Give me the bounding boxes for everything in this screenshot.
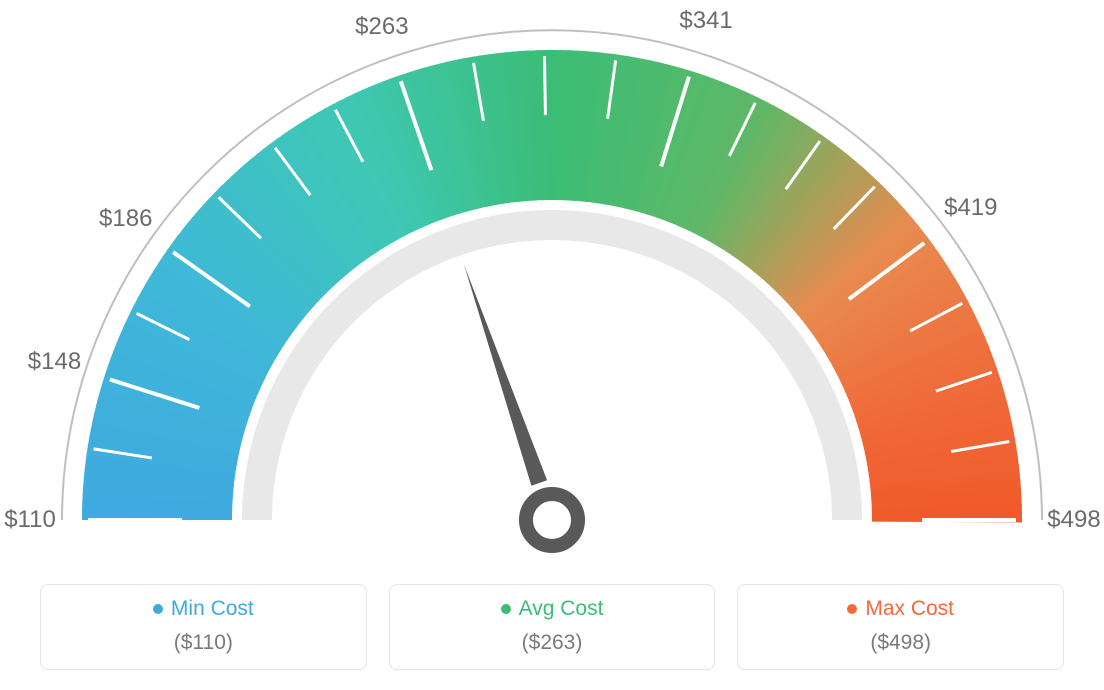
gauge-tick-label: $263 [355, 13, 408, 41]
legend-value: ($263) [400, 631, 705, 655]
gauge-tick-label: $498 [1047, 506, 1100, 534]
legend-card: Avg Cost ($263) [389, 584, 716, 670]
legend-dot-icon [847, 604, 857, 614]
legend-card-header: Min Cost [51, 597, 356, 621]
legend-dot-icon [501, 604, 511, 614]
gauge-tick-label: $419 [944, 194, 997, 222]
legend-card: Max Cost ($498) [737, 584, 1064, 670]
gauge-tick-label: $148 [28, 348, 81, 376]
legend-row: Min Cost ($110) Avg Cost ($263) Max Cost ($49… [40, 584, 1064, 670]
gauge-svg [0, 0, 1104, 560]
gauge-needle [464, 265, 547, 486]
gauge-needle-hub [526, 494, 578, 546]
chart-container: $110 $148 $186 $263 $341 $419 $498 Min Cost ($1… [0, 0, 1104, 690]
legend-card-header: Max Cost [748, 597, 1053, 621]
legend-title: Min Cost [171, 597, 254, 621]
gauge-tick-label: $186 [99, 205, 152, 233]
legend-value: ($498) [748, 631, 1053, 655]
gauge-tick-minor [544, 56, 545, 115]
legend-card-header: Avg Cost [400, 597, 705, 621]
legend-value: ($110) [51, 631, 356, 655]
gauge-tick-label: $341 [679, 7, 732, 35]
gauge-area: $110 $148 $186 $263 $341 $419 $498 [0, 0, 1104, 560]
legend-title: Avg Cost [519, 597, 604, 621]
legend-card: Min Cost ($110) [40, 584, 367, 670]
legend-title: Max Cost [865, 597, 954, 621]
legend-dot-icon [153, 604, 163, 614]
gauge-tick-label: $110 [4, 506, 56, 534]
